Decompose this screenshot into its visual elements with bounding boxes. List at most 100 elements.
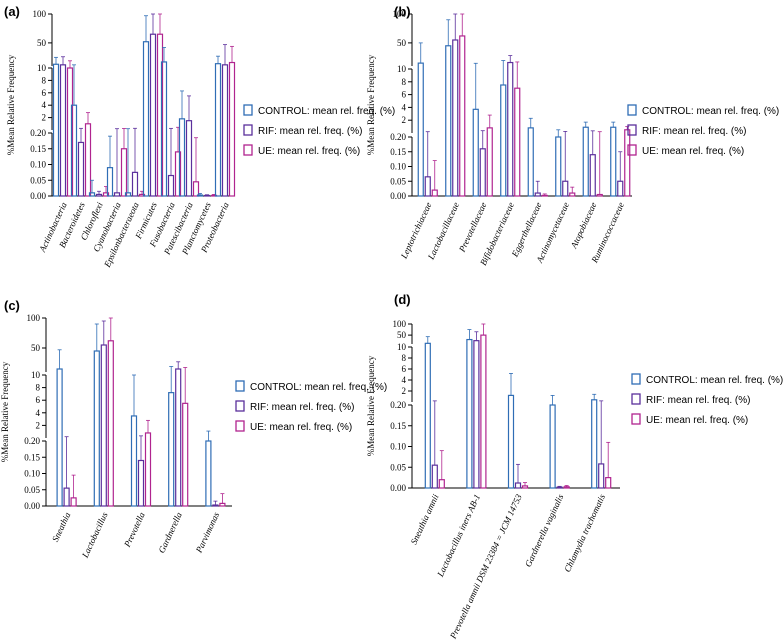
bar-ue (438, 479, 445, 489)
bar-control (466, 338, 473, 489)
y-tick-label: 100 (393, 9, 407, 19)
y-tick-label: 0.00 (390, 191, 406, 201)
y-tick-label: 2 (402, 386, 407, 396)
y-tick-label: 2 (42, 113, 47, 123)
bar-control (106, 167, 114, 197)
bar-rif (617, 180, 624, 197)
bar-rif (137, 459, 145, 507)
legend-swatch (627, 104, 637, 116)
category-label: Lactobacillus (79, 510, 109, 560)
bar-rif (100, 344, 107, 507)
y-tick-label: 0.15 (390, 421, 406, 431)
category-label: Sneathia amnii (409, 492, 441, 546)
legend-label: UE: mean rel. freq. (%) (258, 146, 360, 157)
category-label: Chlamydia trachomatis (562, 492, 607, 573)
bar-control (500, 84, 507, 197)
y-tick-label: 0.10 (390, 442, 406, 452)
bar-control (582, 126, 589, 197)
y-tick-label: 0.20 (390, 132, 406, 142)
y-tick-label: 0.00 (24, 501, 40, 511)
panel-d: (d) %Mean Relative Frequency 0.00 0.05 0.10 0… (366, 292, 783, 640)
legend-label: UE: mean rel. freq. (%) (642, 146, 744, 157)
y-tick-label: 10 (397, 342, 407, 352)
bar-rif (221, 64, 229, 197)
bar-rif (556, 486, 563, 489)
bar-ue (182, 402, 189, 507)
bar-rif (534, 192, 541, 197)
bar-ue (563, 486, 570, 489)
bar-rif (131, 171, 139, 197)
bar-rif (514, 482, 522, 489)
bar-ue (459, 35, 466, 197)
bar-control (130, 415, 138, 507)
legend-swatch (235, 380, 245, 392)
category-label: Parvimonas (193, 510, 221, 555)
legend-label: CONTROL: mean rel. freq. (%) (642, 106, 779, 117)
legend-label: CONTROL: mean rel. freq. (%) (646, 375, 783, 386)
bar-rif (589, 154, 596, 197)
bar-control (52, 63, 60, 197)
legend-swatch (627, 124, 637, 136)
y-tick-label: 0.15 (24, 452, 40, 462)
legend-swatch (235, 420, 245, 432)
bar-rif (175, 368, 182, 507)
bar-rif (113, 192, 121, 197)
panel-a: (a) %Mean Relative Frequency 0.00 0.05 0.10 0… (4, 4, 395, 270)
legend-swatch (243, 104, 253, 116)
panel-label: (d) (394, 292, 411, 307)
bar-ue (84, 123, 92, 197)
category-label: Lactobacillus iners AB-1 (435, 493, 482, 580)
bar-rif (473, 340, 480, 489)
y-tick-label: 10 (37, 63, 47, 73)
y-tick-label: 50 (37, 38, 47, 48)
y-tick-label: 0.10 (24, 469, 40, 479)
bar-ue (569, 192, 576, 197)
y-tick-label: 0.20 (30, 128, 46, 138)
bar-ue (480, 334, 487, 489)
y-tick-label: 0.05 (390, 462, 406, 472)
y-tick-label: 50 (397, 330, 407, 340)
bar-rif (562, 180, 569, 197)
y-tick-label: 2 (36, 420, 41, 430)
legend-label: UE: mean rel. freq. (%) (646, 415, 748, 426)
y-tick-label: 2 (402, 115, 407, 125)
legend-label: RIF: mean rel. freq. (%) (646, 395, 750, 406)
bar-control (214, 63, 222, 197)
bar-rif (149, 33, 157, 197)
y-tick-label: 0.15 (30, 144, 46, 154)
panel-label: (a) (4, 4, 20, 19)
y-tick-label: 0.05 (24, 485, 40, 495)
legend-label: RIF: mean rel. freq. (%) (250, 402, 354, 413)
y-axis-label: %Mean Relative Frequency (366, 54, 376, 155)
y-tick-label: 6 (402, 90, 407, 100)
bar-rif (479, 148, 486, 197)
y-tick-label: 0.00 (30, 191, 46, 201)
bar-ue (120, 148, 128, 197)
y-tick-label: 4 (402, 375, 407, 385)
panel-c: (c) %Mean Relative Frequency 0.00 0.05 0.10 0… (0, 298, 387, 560)
y-tick-label: 0.05 (30, 175, 46, 185)
legend-swatch (631, 373, 641, 385)
category-label: Prevotellaceae (456, 201, 488, 255)
legend-label: CONTROL: mean rel. freq. (%) (258, 106, 395, 117)
y-tick-label: 0.10 (30, 160, 46, 170)
legend-swatch (631, 413, 641, 425)
bar-ue (70, 497, 77, 507)
y-tick-label: 6 (402, 364, 407, 374)
legend-swatch (631, 393, 641, 405)
bar-control (591, 399, 598, 489)
y-tick-label: 4 (402, 102, 407, 112)
legend-label: CONTROL: mean rel. freq. (%) (250, 382, 387, 393)
bar-rif (452, 39, 459, 197)
y-tick-label: 8 (402, 353, 407, 363)
y-tick-label: 0.00 (390, 483, 406, 493)
bar-control (168, 392, 175, 507)
bar-rif (212, 504, 219, 507)
bar-control (142, 41, 150, 197)
bar-ue (541, 194, 548, 197)
category-label: Prevotella amnii DSM 23384 = JCM 14753 (447, 492, 524, 640)
y-tick-label: 8 (42, 75, 47, 85)
category-label: Sneathia (50, 510, 73, 543)
bar-rif (185, 120, 193, 197)
